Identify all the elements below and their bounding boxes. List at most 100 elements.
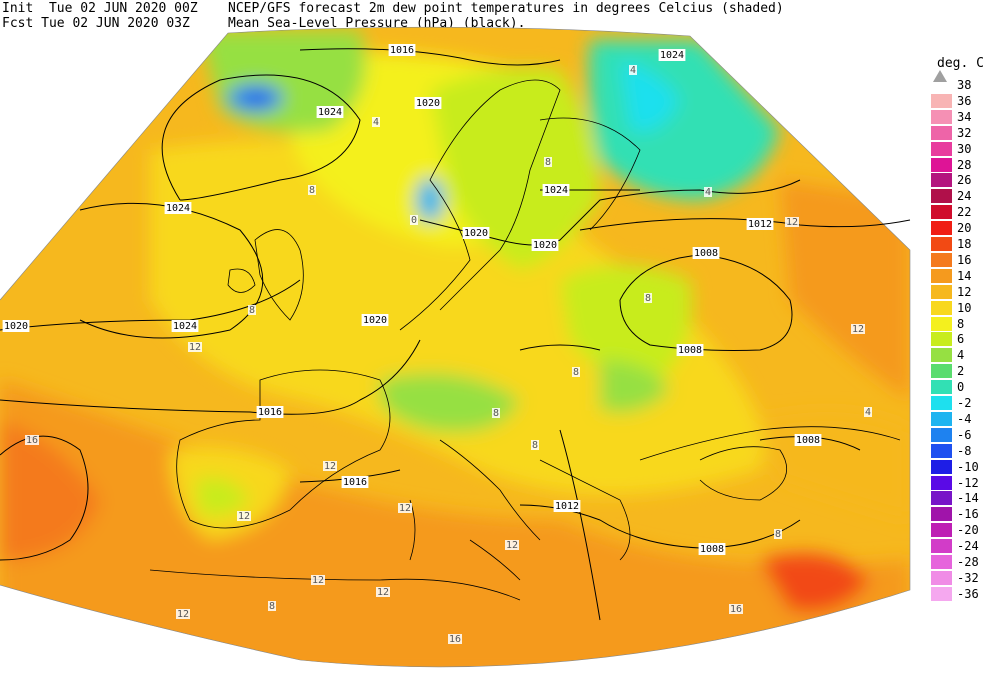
legend-label: -20 [957, 523, 979, 538]
legend-row: -2 [931, 396, 1000, 412]
legend-label: 12 [957, 284, 972, 299]
legend-swatch [931, 332, 952, 347]
legend-label: 20 [957, 221, 972, 236]
svg-text:1020: 1020 [533, 240, 557, 251]
contour-label: 0 [410, 215, 418, 226]
contour-label: 12 [311, 575, 325, 586]
legend-row: -8 [931, 443, 1000, 460]
contour-labels: 4 4 8 8 0 8 12 12 12 12 12 8 4 12 16 12 8 12 8 12 16 16 8 4 8 12 8 [25, 65, 872, 645]
svg-text:16: 16 [730, 604, 742, 615]
legend-row: 24 [931, 189, 1000, 205]
legend-swatch [931, 316, 952, 331]
legend-label: 26 [957, 173, 972, 188]
legend-swatch [931, 491, 952, 506]
legend-swatch [931, 252, 952, 267]
contour-label: 12 [376, 587, 390, 598]
contour-label: 12 [851, 324, 865, 335]
svg-text:12: 12 [238, 511, 250, 522]
svg-text:8: 8 [249, 305, 255, 316]
legend-swatch [931, 507, 952, 522]
triangle-up-icon [933, 70, 947, 82]
contour-label: 12 [785, 217, 799, 228]
legend-label: 30 [957, 141, 972, 156]
legend-label: -8 [957, 443, 972, 458]
legend-label: 24 [957, 189, 972, 204]
legend-label: 28 [957, 157, 972, 172]
legend-row: 2 [931, 364, 1000, 380]
legend-row: -28 [931, 555, 1000, 571]
isobar-label: 1020 [462, 227, 490, 239]
legend-swatch [931, 109, 952, 124]
legend-swatch [931, 539, 952, 554]
svg-text:12: 12 [786, 217, 798, 228]
svg-text:12: 12 [852, 324, 864, 335]
legend-label: -16 [957, 507, 979, 522]
legend-row: -36 [931, 586, 1000, 603]
svg-text:1012: 1012 [555, 501, 579, 512]
legend-row: 14 [931, 268, 1000, 285]
legend-swatch [931, 411, 952, 426]
legend-label: 16 [957, 252, 972, 267]
isobar-label: 1024 [171, 320, 199, 332]
legend-row: 18 [931, 237, 1000, 253]
svg-text:12: 12 [312, 575, 324, 586]
contour-label: 16 [448, 634, 462, 645]
svg-text:12: 12 [324, 461, 336, 472]
legend-row: -4 [931, 411, 1000, 428]
isobar-label: 1024 [316, 106, 344, 118]
contour-label: 8 [492, 408, 500, 419]
legend-row: -6 [931, 427, 1000, 444]
svg-text:1024: 1024 [166, 203, 190, 214]
legend-label: -36 [957, 586, 979, 601]
legend-row: 22 [931, 205, 1000, 221]
legend-swatch [931, 348, 952, 363]
legend-swatch [931, 205, 952, 220]
svg-text:1008: 1008 [678, 345, 702, 356]
isobar-label: 1016 [256, 406, 284, 418]
contour-label: 8 [308, 185, 316, 196]
isobar-label: 1020 [414, 97, 442, 109]
isobar-label: 1008 [692, 247, 720, 259]
contour-label: 8 [268, 601, 276, 612]
dew-point-map: 1016 1020 1024 1024 1024 1024 1020 1020 1024 1012… [0, 26, 911, 668]
legend-label: 38 [957, 78, 972, 92]
svg-text:1008: 1008 [700, 544, 724, 555]
legend-swatch [931, 237, 952, 251]
legend-swatch [931, 173, 952, 188]
legend-swatch [931, 396, 952, 410]
isobar-label: 1024 [658, 49, 686, 61]
init-time-text: Init Tue 02 JUN 2020 00Z [2, 1, 198, 16]
svg-text:8: 8 [269, 601, 275, 612]
legend-swatch [931, 427, 952, 442]
isobar-label: 1012 [746, 218, 774, 230]
contour-label: 12 [237, 511, 251, 522]
legend-label: 14 [957, 268, 972, 283]
contour-label: 4 [372, 117, 380, 128]
contour-label: 12 [505, 540, 519, 551]
legend-row: -16 [931, 507, 1000, 523]
contour-label: 12 [188, 342, 202, 353]
svg-text:1012: 1012 [748, 219, 772, 230]
legend-swatch [931, 443, 952, 458]
legend-row: 32 [931, 125, 1000, 142]
svg-text:16: 16 [449, 634, 461, 645]
legend-row: 28 [931, 157, 1000, 174]
legend-swatch [931, 523, 952, 538]
svg-text:12: 12 [399, 503, 411, 514]
legend-label: -28 [957, 555, 979, 569]
legend-label: 34 [957, 109, 972, 124]
legend-label: -2 [957, 396, 972, 410]
legend-swatch [931, 221, 952, 236]
legend-row: 6 [931, 332, 1000, 348]
svg-text:1024: 1024 [660, 50, 684, 61]
legend-label: -10 [957, 459, 979, 474]
legend-swatch [931, 586, 952, 601]
svg-text:8: 8 [309, 185, 315, 196]
svg-text:12: 12 [377, 587, 389, 598]
isobar-label: 1024 [542, 184, 570, 196]
color-legend: deg. C 38 36 34 32 30 28 26 24 22 20 18 16 14 12 10 8 6 4… [925, 56, 1000, 676]
svg-text:1020: 1020 [363, 315, 387, 326]
svg-text:1024: 1024 [173, 321, 197, 332]
svg-text:8: 8 [645, 293, 651, 304]
legend-row: -10 [931, 459, 1000, 476]
